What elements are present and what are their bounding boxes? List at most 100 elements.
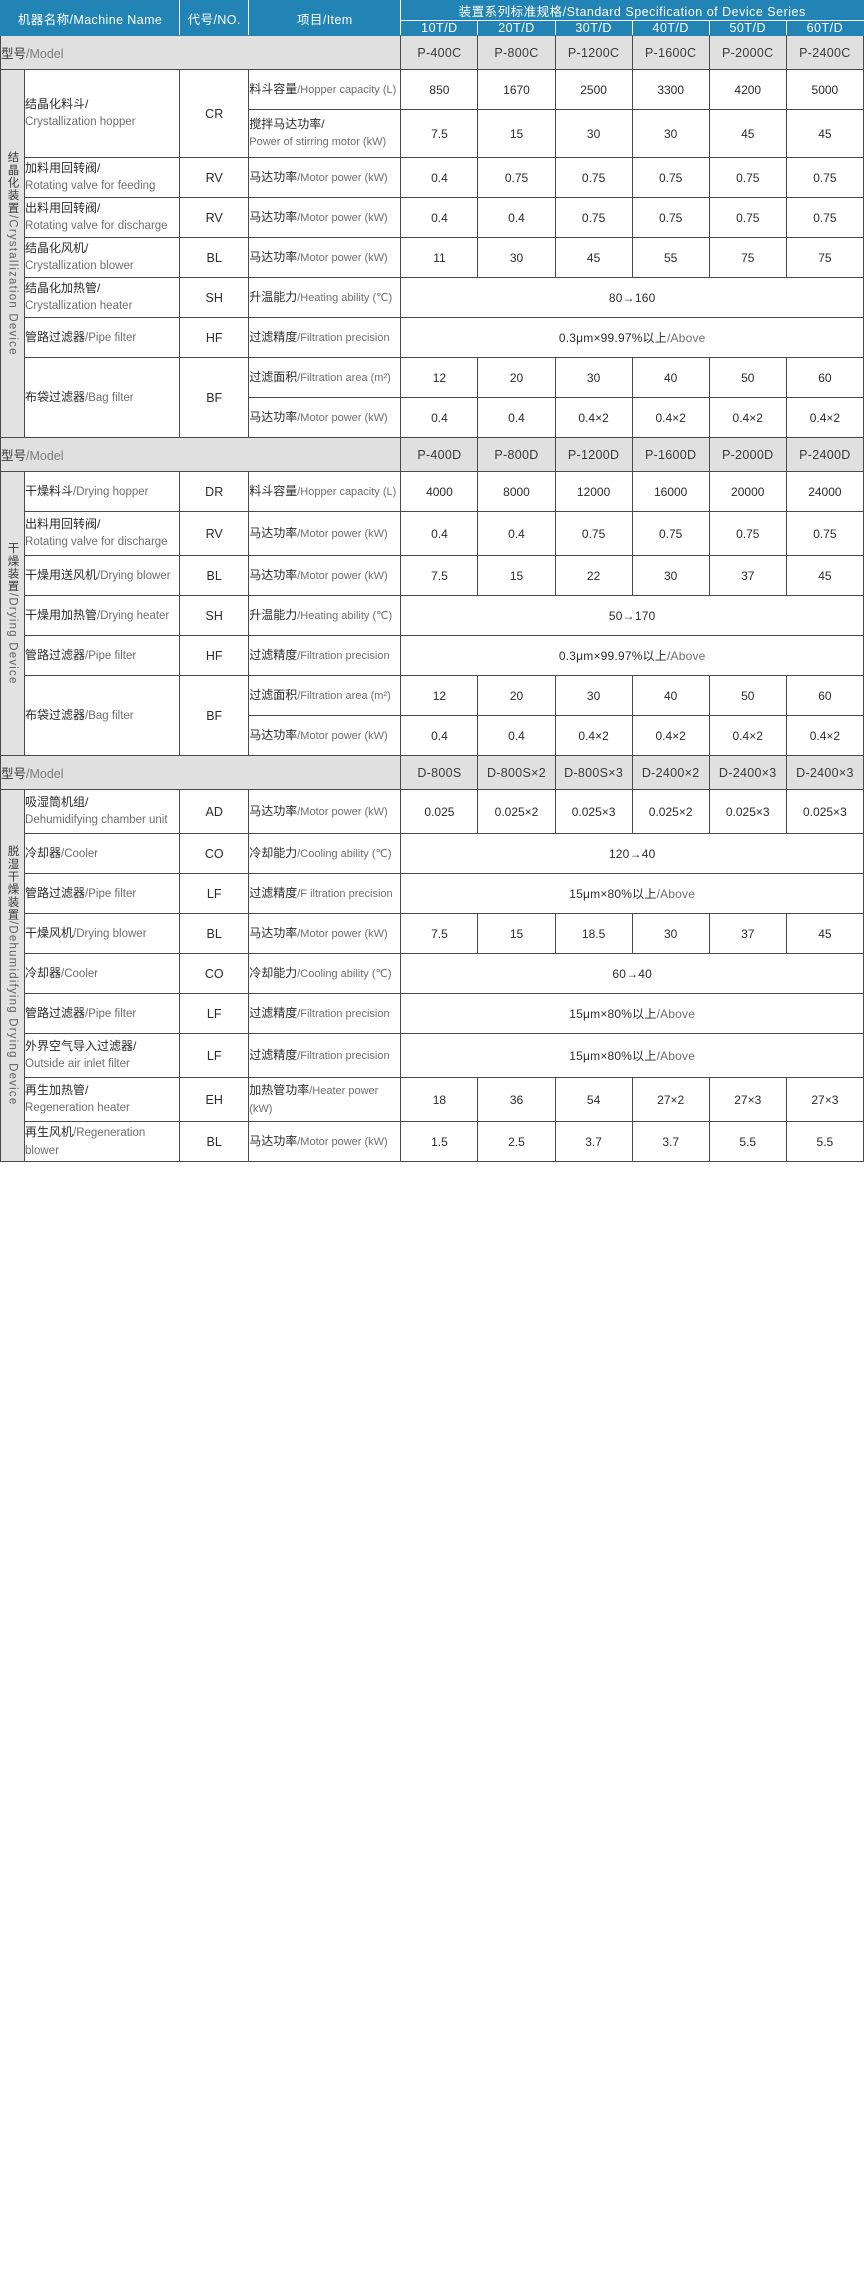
table-row: 外界空气导入过滤器/Outside air inlet filter LF 过滤精度… (1, 1033, 864, 1078)
value-cell: 20 (477, 675, 556, 716)
item-cell: 马达功率/Motor power (kW) (248, 1121, 402, 1162)
item-cell: 过滤精度/F iltration precision (248, 873, 402, 914)
value-cell: 75 (785, 237, 864, 278)
machine-name-en: /Bag filter (85, 709, 134, 722)
value-cell: 0.4 (477, 397, 556, 438)
item-cell: 加热管功率/Heater power (kW) (248, 1077, 402, 1122)
table-row: 管路过滤器/Pipe filter LF 过滤精度/Filtration preci… (1, 993, 864, 1034)
machine-name-cn: 结晶化加热管/ (25, 280, 101, 295)
machine-name-cell: 管路过滤器/Pipe filter (24, 993, 181, 1034)
machine-name-en: Rotating valve for discharge (25, 220, 168, 233)
code-cell: RV (179, 157, 250, 198)
value-cell: 0.4×2 (554, 397, 633, 438)
item-en: /Motor power (kW) (297, 211, 388, 224)
value-cell: 0.4 (477, 715, 556, 756)
item-cn: 冷却能力 (249, 965, 298, 980)
item-en: /Heater power (kW) (249, 1084, 379, 1115)
machine-name-cn: 管路过滤器 (25, 647, 86, 662)
value-cell: 5000 (785, 69, 864, 110)
item-cn: 过滤精度 (249, 1005, 298, 1020)
item-cell: 料斗容量/Hopper capacity (L) (248, 471, 402, 512)
item-cn: 过滤精度 (249, 329, 298, 344)
code-cell: LF (179, 993, 250, 1034)
code-cell: EH (179, 1077, 250, 1122)
machine-name-cn: 冷却器 (25, 965, 62, 980)
machine-name-en: Crystallization blower (25, 260, 134, 273)
machine-name-en: /Pipe filter (85, 649, 137, 662)
item-cn: 马达功率 (249, 169, 298, 184)
item-cell: 过滤精度/Filtration precision (248, 1033, 402, 1078)
machine-name-cell: 干燥料斗/Drying hopper (24, 471, 181, 512)
value-cell: 0.4×2 (708, 397, 787, 438)
value-cell: 0.75 (708, 197, 787, 238)
model-row: 型号/Model D-800S D-800S×2 D-800S×3 D-2400×2 D-… (0, 755, 864, 790)
machine-name-en: /Bag filter (85, 391, 134, 404)
model-value: D-800S×3 (554, 755, 633, 790)
section-side-label: 脱湿干燥装置/Dehumidifying Drying Device (0, 789, 26, 1162)
value-cell: 36 (477, 1077, 556, 1122)
item-cell: 搅拌马达功率/Power of stirring motor (kW) (248, 109, 402, 158)
value-cell: 0.025 (400, 789, 479, 834)
header-row-top: 机器名称/Machine Name 代号/NO. 项目/Item 装置系列标准规… (0, 0, 864, 36)
value-cell: 0.4 (400, 511, 479, 556)
machine-name-en: /Pipe filter (85, 887, 137, 900)
header-item: 项目/Item (248, 0, 402, 36)
machine-name-cell: 再生加热管/Regeneration heater (24, 1077, 181, 1122)
model-value: P-400D (400, 437, 479, 472)
value-cell: 0.75 (785, 511, 864, 556)
item-cn: 马达功率 (249, 1133, 298, 1148)
item-cell: 冷却能力/Cooling ability (℃) (248, 953, 402, 994)
item-cn: 过滤精度 (249, 1047, 298, 1062)
item-en: Power of stirring motor (kW) (249, 136, 387, 149)
value-cell: 5.5 (708, 1121, 787, 1162)
merged-value-cn: 15μm×80%以上 (569, 1049, 657, 1063)
value-cell: 50 (708, 357, 787, 398)
item-cn: 料斗容量 (249, 483, 298, 498)
item-en: /Hopper capacity (L) (297, 485, 397, 498)
model-value: D-2400×3 (708, 755, 787, 790)
item-cn: 马达功率 (249, 567, 298, 582)
machine-name-cn: 冷却器 (25, 845, 62, 860)
item-en: /Cooling ability (℃) (297, 967, 392, 980)
value-cell: 15 (477, 109, 556, 158)
value-cell: 20000 (708, 471, 787, 512)
model-label-en: /Model (26, 47, 64, 61)
table-row: 管路过滤器/Pipe filter HF 过滤精度/Filtration preci… (1, 317, 864, 358)
table-row: 干燥风机/Drying blower BL 马达功率/Motor power (kW… (1, 913, 864, 954)
machine-name-en: /Drying heater (97, 609, 170, 622)
item-cn: 冷却能力 (249, 845, 298, 860)
model-value: P-800D (477, 437, 556, 472)
merged-value-cn: 0.3μm×99.97%以上 (558, 649, 667, 663)
machine-name-cn: 吸湿筒机组/ (25, 794, 89, 809)
item-en: /Hopper capacity (L) (297, 83, 397, 96)
machine-name-cn: 出料用回转阀/ (25, 516, 101, 531)
table-row: 冷却器/Cooler CO 冷却能力/Cooling ability (℃) 60→4… (1, 953, 864, 994)
code-cell: CO (179, 833, 250, 874)
item-cn: 升温能力 (249, 607, 298, 622)
item-cell: 升温能力/Heating ability (℃) (248, 277, 402, 318)
value-cell: 45 (554, 237, 633, 278)
machine-name-cn: 干燥用加热管 (25, 607, 98, 622)
item-en: /Filtration precision (297, 1007, 390, 1020)
header-col-40td: 40T/D (631, 20, 710, 36)
item-cell: 马达功率/Motor power (kW) (248, 397, 402, 438)
code-cell: LF (179, 873, 250, 914)
merged-value-en: /Above (666, 649, 706, 663)
machine-name-cell: 管路过滤器/Pipe filter (24, 873, 181, 914)
model-row-label: 型号/Model (0, 755, 402, 790)
value-cell: 1670 (477, 69, 556, 110)
value-cell: 4000 (400, 471, 479, 512)
machine-name-en: Crystallization hopper (25, 116, 136, 129)
value-cell: 4200 (708, 69, 787, 110)
section-side-label: 干燥装置/Drying Device (0, 471, 26, 756)
table-row: 干燥装置/Drying Device 干燥料斗/Drying hopper DR 料斗… (0, 471, 864, 756)
code-cell: RV (179, 197, 250, 238)
value-cell: 5.5 (785, 1121, 864, 1162)
value-cell: 54 (554, 1077, 633, 1122)
value-cell: 7.5 (400, 555, 479, 596)
machine-name-en: /Pipe filter (85, 1007, 137, 1020)
value-cell: 0.4 (477, 197, 556, 238)
model-value: P-400C (400, 35, 479, 70)
merged-value-cell: 0.3μm×99.97%以上/Above (400, 317, 864, 358)
model-value: D-800S (400, 755, 479, 790)
